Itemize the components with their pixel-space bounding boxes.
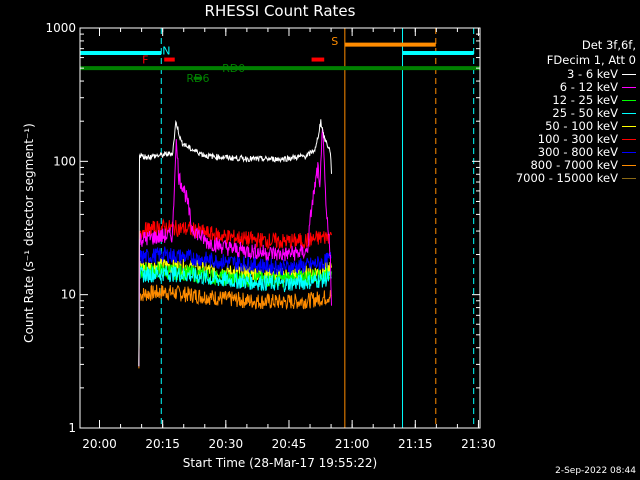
legend-item: 100 - 300 keV: [486, 133, 636, 146]
chart-title: RHESSI Count Rates: [204, 2, 356, 20]
x-tick-label: 21:15: [398, 437, 433, 451]
legend-label: 6 - 12 keV: [559, 80, 618, 94]
legend-swatch: [622, 126, 636, 127]
legend-swatch: [622, 165, 636, 166]
y-tick-label: 10: [61, 288, 76, 302]
legend-label: 800 - 7000 keV: [530, 158, 618, 172]
y-tick-label: 1: [68, 421, 76, 435]
legend-label: 7000 - 15000 keV: [515, 171, 618, 185]
series-line: [138, 265, 332, 367]
axes-layer: 1 10 100 1000 20:00 20:15 20:30 20:45 21:00 21:15…: [45, 21, 495, 451]
annotation-label-s: S: [331, 35, 338, 48]
legend-label: 300 - 800 keV: [537, 145, 618, 159]
legend-item: 6 - 12 keV: [486, 81, 636, 94]
legend-label: 3 - 6 keV: [567, 67, 618, 81]
x-tick-label: 20:15: [145, 437, 180, 451]
legend-swatch: [622, 74, 636, 75]
legend-label: 12 - 25 keV: [552, 93, 618, 107]
x-tick-label: 20:00: [82, 437, 117, 451]
legend-item: 50 - 100 keV: [486, 120, 636, 133]
marks-layer: N F S RD0 RD6: [79, 28, 480, 428]
footer-timestamp: 2-Sep-2022 08:44: [555, 466, 636, 476]
y-tick-label: 1000: [45, 21, 76, 35]
y-tick-label: 100: [53, 154, 76, 168]
legend-label: 100 - 300 keV: [537, 132, 618, 146]
legend-swatch: [622, 100, 636, 101]
x-tick-label: 21:00: [335, 437, 370, 451]
legend-label: 25 - 50 keV: [552, 106, 618, 120]
legend-item: 800 - 7000 keV: [486, 159, 636, 172]
plot-frame: [79, 27, 481, 429]
legend-swatch: [622, 178, 636, 179]
legend-swatch: [622, 139, 636, 140]
x-tick-label: 20:30: [209, 437, 244, 451]
annotation-label-n: N: [162, 44, 170, 57]
legend-label: 50 - 100 keV: [545, 119, 618, 133]
annotation-label-rd6: RD6: [186, 72, 209, 85]
annotation-label-f: F: [142, 54, 148, 67]
series-line: [138, 218, 332, 367]
series-line: [138, 246, 332, 367]
legend: Det 3f,6f, FDecim 1, Att 0 3 - 6 keV 6 - …: [486, 38, 636, 185]
legend-item: 7000 - 15000 keV: [486, 172, 636, 185]
x-tick-label: 21:30: [461, 437, 496, 451]
legend-swatch: [622, 87, 636, 88]
legend-item: 12 - 25 keV: [486, 94, 636, 107]
annotation-label-rd0: RD0: [222, 62, 245, 75]
legend-header-1: Det 3f,6f,: [581, 38, 636, 52]
series-line: [138, 284, 332, 369]
legend-swatch: [622, 113, 636, 114]
legend-header-2: FDecim 1, Att 0: [546, 53, 636, 67]
x-axis-label: Start Time (28-Mar-17 19:55:22): [183, 456, 377, 470]
series-line: [138, 127, 332, 367]
x-tick-label: 20:45: [272, 437, 307, 451]
legend-swatch: [622, 152, 636, 153]
legend-item: 25 - 50 keV: [486, 107, 636, 120]
legend-item: 3 - 6 keV: [486, 68, 636, 81]
legend-items: 3 - 6 keV 6 - 12 keV 12 - 25 keV 25 - 50 ke…: [486, 68, 636, 185]
y-axis-label: Count Rate (s⁻¹ detector segment⁻¹): [22, 123, 36, 343]
legend-item: 300 - 800 keV: [486, 146, 636, 159]
series-line-halo: [138, 119, 332, 367]
